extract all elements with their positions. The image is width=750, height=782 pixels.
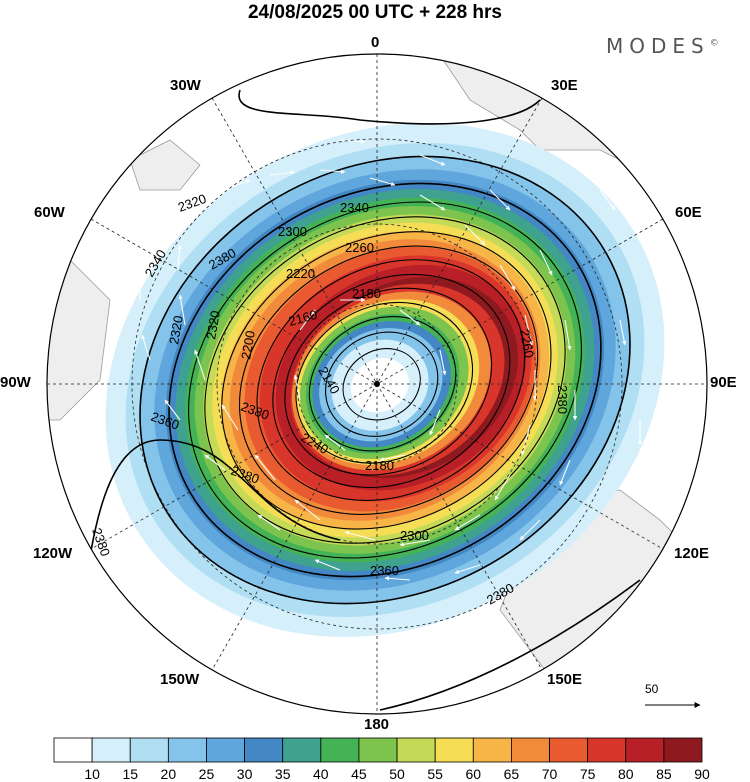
colorbar-swatch <box>206 737 245 763</box>
colorbar-swatch <box>53 737 93 763</box>
colorbar-tick-label: 45 <box>351 766 367 782</box>
contour-2380-north <box>238 89 541 125</box>
contour-label: 2260 <box>345 240 374 255</box>
colorbar-tick-label: 90 <box>694 766 710 782</box>
wind-speed-shading <box>105 123 665 637</box>
colorbar-swatch <box>396 737 436 763</box>
contour-label: 2320 <box>203 309 223 340</box>
contour-label: 2360 <box>370 563 399 578</box>
colorbar <box>53 737 703 763</box>
colorbar-swatch <box>358 737 398 763</box>
contour-2380-south <box>379 579 641 711</box>
contour-label: 2180 <box>365 458 394 473</box>
colorbar-tick-label: 80 <box>617 766 634 782</box>
colorbar-tick-label: 30 <box>236 766 253 782</box>
colorbar-swatch <box>91 737 131 763</box>
contour-label: 2160 <box>287 307 319 329</box>
contour-label: 2200 <box>238 329 258 360</box>
north-pole-marker <box>374 381 380 387</box>
logo-mark: © <box>709 38 719 49</box>
colorbar-swatch <box>472 737 512 763</box>
colorbar-swatch <box>320 737 360 763</box>
lon-label-60w: 60W <box>34 204 65 221</box>
colorbar-tick-label: 50 <box>389 766 405 782</box>
wind-reference-label: 50 <box>645 682 659 696</box>
colorbar-swatch <box>511 737 550 763</box>
colorbar-swatch <box>549 737 589 763</box>
contour-2380-outer <box>79 439 341 641</box>
lon-label-120e: 120E <box>674 545 710 562</box>
colorbar-swatch <box>167 737 207 763</box>
colorbar-swatch <box>244 737 284 763</box>
wind-vectors <box>89 89 643 581</box>
colorbar-tick-label: 25 <box>198 766 215 782</box>
colorbar-swatch <box>587 737 627 763</box>
lon-label-60e: 60E <box>675 204 702 221</box>
lon-label-150w: 150W <box>160 671 200 688</box>
colorbar-swatch <box>434 737 474 763</box>
colorbar-tick-label: 75 <box>579 766 596 782</box>
lon-label-30w: 30W <box>170 77 201 94</box>
map-title: 24/08/2025 00 UTC + 228 hrs <box>247 2 503 23</box>
contour-label: 2260 <box>517 328 537 359</box>
colorbar-swatch <box>129 737 169 763</box>
height-contours <box>139 155 631 605</box>
colorbar-tick-label: 65 <box>503 766 520 782</box>
contour-label: 2300 <box>400 528 429 543</box>
contour-label: 2220 <box>286 266 315 281</box>
contour-label: 2340 <box>340 200 369 215</box>
modes-logo: MODES© <box>606 34 719 58</box>
colorbar-swatch <box>663 737 703 763</box>
colorbar-swatch <box>625 737 665 763</box>
colorbar-tick-label: 70 <box>541 766 558 782</box>
lon-label-0: 0 <box>371 34 380 51</box>
lon-label-90e: 90E <box>710 374 737 391</box>
contour-label: 2300 <box>278 224 307 239</box>
colorbar-swatch <box>282 737 322 763</box>
logo-text: MODES <box>606 34 710 58</box>
contour-label: 2320 <box>166 314 186 345</box>
colorbar-tick-label: 15 <box>122 766 139 782</box>
lon-label-120w: 120W <box>33 545 73 562</box>
colorbar-tick-label: 60 <box>465 766 482 782</box>
map-boundary <box>46 53 708 715</box>
colorbar-tick-label: 20 <box>160 766 177 782</box>
colorbar-tick-label: 35 <box>274 766 291 782</box>
lon-label-180: 180 <box>364 716 390 733</box>
colorbar-tick-label: 55 <box>427 766 443 782</box>
contour-label: 2380 <box>555 385 570 414</box>
contour-label: 2180 <box>352 286 381 301</box>
colorbar-tick-label: 40 <box>313 766 329 782</box>
colorbar-tick-label: 10 <box>84 766 100 782</box>
lon-label-150e: 150E <box>547 671 583 688</box>
lon-label-90w: 90W <box>0 374 31 391</box>
colorbar-tick-label: 85 <box>656 766 672 782</box>
lon-label-30e: 30E <box>551 77 578 94</box>
